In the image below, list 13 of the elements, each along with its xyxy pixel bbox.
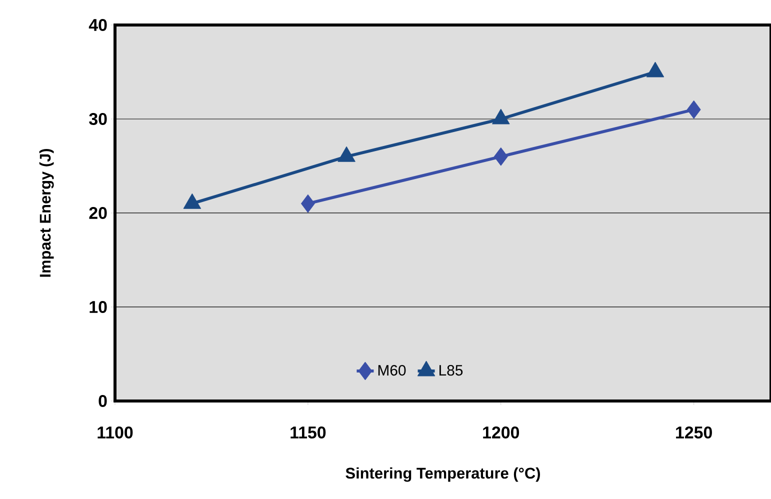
y-tick-label: 30 <box>89 112 107 125</box>
y-tick-label: 10 <box>90 300 107 313</box>
x-tick-label: 1200 <box>483 426 520 439</box>
y-tick-label: 20 <box>89 206 107 219</box>
x-tick-label: 1250 <box>676 426 712 439</box>
x-tick-label: 1100 <box>98 426 133 439</box>
y-tick-label: 0 <box>98 394 107 407</box>
x-axis-title: Sintering Temperature (°C) <box>346 467 540 482</box>
y-tick-label: 40 <box>88 18 107 31</box>
y-axis-title: Impact Energy (J) <box>39 148 54 277</box>
legend-label: L85 <box>439 365 463 376</box>
legend-label: M60 <box>378 365 406 376</box>
x-tick-label: 1150 <box>290 426 326 439</box>
